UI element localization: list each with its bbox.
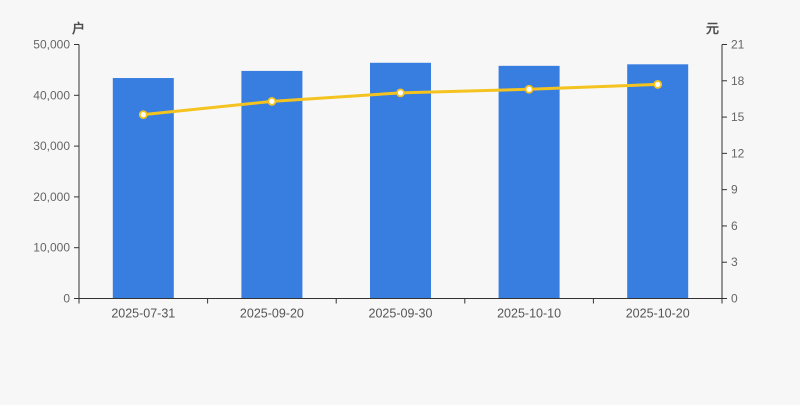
left-axis-tick-label: 20,000 <box>33 190 70 204</box>
left-axis-tick-label: 40,000 <box>33 88 70 102</box>
bar-2025-10-10[interactable] <box>498 65 560 299</box>
right-axis-unit-label: 元 <box>706 21 720 36</box>
x-axis-category-label: 2025-10-20 <box>626 307 690 321</box>
left-axis-tick-label: 10,000 <box>33 241 70 255</box>
right-axis-tick-label: 12 <box>731 146 745 160</box>
line-point-2025-07-31[interactable] <box>138 110 148 120</box>
x-axis-category-label: 2025-07-31 <box>111 307 175 321</box>
bar-2025-10-20[interactable] <box>627 64 689 299</box>
x-axis-category-label: 2025-10-10 <box>497 307 561 321</box>
left-axis-unit-label: 户 <box>72 21 86 36</box>
right-axis-tick-label: 9 <box>731 183 738 197</box>
line-point-2025-09-30[interactable] <box>396 88 405 98</box>
right-axis-tick-label: 6 <box>731 219 738 233</box>
right-axis-tick-label: 21 <box>731 38 745 52</box>
left-axis-tick-label: 30,000 <box>33 139 70 153</box>
right-axis-tick-label: 3 <box>731 255 738 269</box>
right-axis-tick-label: 0 <box>731 292 738 306</box>
line-point-2025-10-10[interactable] <box>524 84 534 94</box>
line-point-2025-09-20[interactable] <box>267 96 277 106</box>
left-axis-tick-label: 50,000 <box>33 38 70 52</box>
right-axis-tick-label: 18 <box>731 74 745 88</box>
bar-2025-09-30[interactable] <box>370 62 431 299</box>
x-axis-category-label: 2025-09-20 <box>240 307 304 321</box>
bar-2025-09-20[interactable] <box>241 70 303 299</box>
right-axis-tick-label: 15 <box>731 110 745 124</box>
x-axis-category-label: 2025-09-30 <box>369 307 433 321</box>
left-axis-tick-label: 0 <box>63 292 70 306</box>
line-point-2025-10-20[interactable] <box>653 80 663 89</box>
